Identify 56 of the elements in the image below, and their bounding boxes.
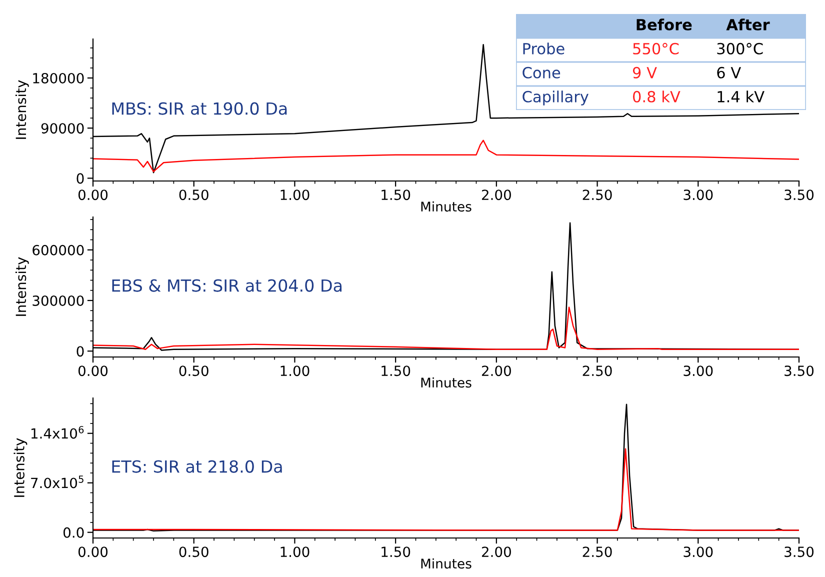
x-tick-label: 0.00 [78,366,108,376]
y-tick-label: 0 [76,346,84,357]
y-tick-label: 0.0 [63,527,84,538]
x-tick-label: 2.50 [582,190,612,200]
x-tick-label: 1.00 [280,546,310,558]
y-tick-label: 600000 [32,244,84,256]
x-tick-label: 3.50 [784,190,814,200]
annotation: EBS & MTS: SIR at 204.0 Da [112,279,342,292]
category-label: Capillary [522,90,588,106]
text: 6 V [717,66,741,78]
x-tick-label: 3.00 [684,366,713,376]
x-tick-label: 0.50 [179,366,208,376]
x-axis-title: Minutes [421,201,472,212]
x-tick-label: 1.00 [280,366,310,376]
x-tick-label: 0.00 [78,546,108,558]
x-tick-label: 2.50 [582,366,612,376]
x-tick-label: 3.00 [684,190,713,200]
category-label: Cone [522,66,560,78]
x-tick-label: 3.50 [784,366,814,376]
x-tick-label: 0.50 [179,546,208,558]
x-tick-label: 2.00 [482,546,511,558]
y-axis-title: Intensity [15,257,29,316]
y-axis-title: Intensity [14,438,28,497]
y-axis-title: Intensity [15,80,29,139]
x-axis-title: Minutes [421,377,472,388]
text: 9 V [632,66,657,78]
y-tick-label: 180000 [33,72,84,84]
y-tick-label: 7.0x10$^{5}$ [31,476,84,488]
annotation: MBS: SIR at 190.0 Da [112,102,287,115]
line-series [93,306,799,350]
x-tick-label: 0.50 [179,190,208,200]
x-tick-label: 2.00 [482,190,511,200]
x-tick-label: 2.50 [582,546,612,558]
x-tick-label: 1.50 [382,546,410,558]
category-label: Before [636,18,692,30]
text: 0.8 kV [633,90,680,102]
x-axis-title: Minutes [421,558,472,569]
x-tick-label: 2.00 [482,366,511,376]
y-tick-label: 0 [76,173,84,184]
x-tick-label: 3.50 [784,546,814,558]
y-tick-label: 300000 [32,295,84,306]
category-label: Probe [523,42,564,54]
x-tick-label: 1.00 [280,190,310,200]
text: 1.4 kV [718,90,764,102]
x-tick-label: 0.00 [78,190,108,200]
x-tick-label: 3.00 [684,546,713,558]
y-tick-label: 90000 [41,123,84,134]
category-label: After [726,18,770,30]
x-tick-label: 1.50 [382,190,410,200]
text: 550°C [633,42,679,54]
text: 300°C [717,42,763,54]
line-series [93,448,799,531]
annotation: ETS: SIR at 218.0 Da [112,460,282,473]
y-tick-label: 1.4x10$^{6}$ [31,426,84,439]
x-tick-label: 1.50 [382,366,410,376]
line-series [93,140,799,172]
